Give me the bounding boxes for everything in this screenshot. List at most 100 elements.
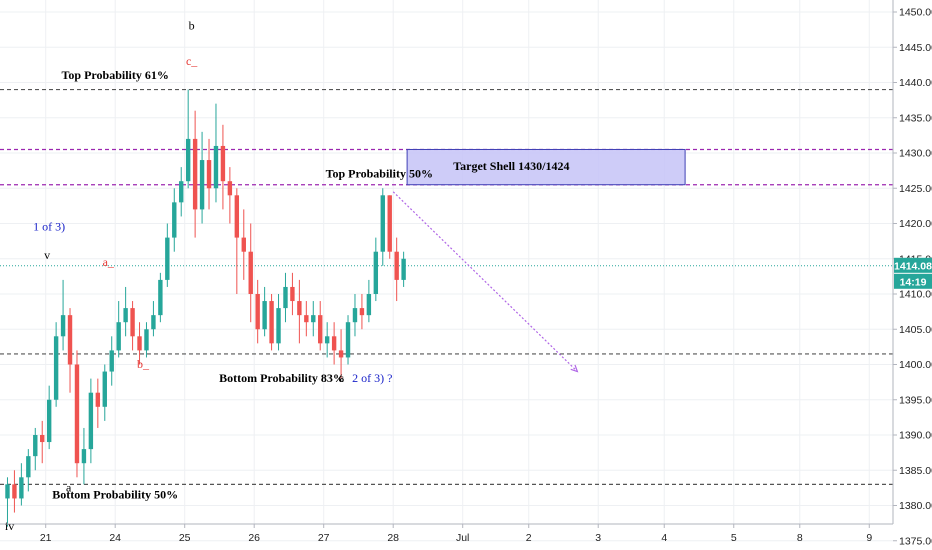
candle-body <box>227 181 233 196</box>
candle <box>130 301 135 351</box>
candle <box>359 294 365 330</box>
candle-body <box>366 294 372 316</box>
candle <box>109 336 114 386</box>
projection-line[interactable] <box>392 191 579 373</box>
target-shell-box[interactable] <box>406 148 686 186</box>
candle-body <box>123 308 128 323</box>
candle <box>401 251 406 287</box>
candle-body <box>53 336 59 400</box>
candle-body <box>109 350 114 372</box>
candle-body <box>394 251 399 280</box>
wave-label: Bottom Probability 50% <box>52 487 178 501</box>
price-tick-label: 1440.00 <box>899 77 932 89</box>
candle-body <box>60 315 66 337</box>
candle <box>12 470 17 513</box>
candle <box>151 301 156 337</box>
candle-body <box>352 308 358 323</box>
candle-body <box>401 258 406 280</box>
candle <box>338 329 344 379</box>
price-tick-label: 1435.00 <box>899 112 932 124</box>
candle-body <box>144 329 149 351</box>
candle-body <box>116 322 121 351</box>
candle <box>185 89 191 189</box>
candle-body <box>81 449 87 464</box>
candle <box>297 279 302 344</box>
wave-label: Top Probability 50% <box>326 167 433 181</box>
candle-body <box>213 145 219 189</box>
candle <box>352 294 358 337</box>
current-price-badges: 1414.08 14:19 <box>894 257 932 289</box>
wave-label: 1 of 3) <box>33 220 65 234</box>
candle <box>102 364 107 421</box>
time-tick-label: Jul <box>456 532 469 544</box>
wave-label: b <box>189 19 195 33</box>
candle <box>206 138 212 210</box>
candle <box>60 279 66 351</box>
candle <box>331 322 337 365</box>
price-tick-label: 1405.00 <box>899 324 932 336</box>
projection-arrowhead <box>570 364 579 373</box>
time-tick-label: 9 <box>866 532 872 544</box>
candle-body <box>276 308 281 344</box>
target-zone[interactable] <box>406 148 686 186</box>
candle-body <box>262 301 267 330</box>
candle-body <box>269 301 274 344</box>
countdown-label: 14:19 <box>900 276 927 288</box>
candle-body <box>324 336 330 344</box>
price-tick-label: 1380.00 <box>899 500 932 512</box>
candle-body <box>33 435 38 457</box>
candle-body <box>234 195 240 238</box>
candle <box>283 272 288 323</box>
candle <box>40 420 45 464</box>
countdown-badge <box>894 273 932 289</box>
candle <box>373 237 379 302</box>
time-tick-label: 8 <box>797 532 803 544</box>
price-tick-label: 1445.00 <box>899 42 932 54</box>
candle <box>19 463 24 506</box>
candle-body <box>172 202 177 238</box>
candle-body <box>158 279 163 316</box>
candle-body <box>283 286 288 309</box>
time-tick-label: 26 <box>248 532 260 544</box>
time-tick-label: 5 <box>731 532 737 544</box>
candle <box>172 188 177 252</box>
horizontal-levels[interactable] <box>0 88 893 485</box>
candle <box>81 427 87 485</box>
candle-body <box>19 477 24 499</box>
grid <box>0 0 893 542</box>
projection-dotted-line[interactable] <box>392 191 578 372</box>
candle <box>95 378 101 428</box>
candle <box>248 223 253 323</box>
candle-body <box>137 336 142 351</box>
candle <box>165 223 170 287</box>
candle-body <box>331 336 337 351</box>
time-tick-label: 27 <box>318 532 330 544</box>
candle <box>5 477 10 527</box>
price-tick-label: 1420.00 <box>899 218 932 230</box>
wave-annotations: Top Probability 61% Top Probability 50% Ta… <box>5 19 570 534</box>
time-tick-label: 28 <box>387 532 399 544</box>
time-axis[interactable]: 21 24 25 26 27 28 Jul 2 3 4 5 8 9 <box>40 524 872 544</box>
candle-body <box>192 138 198 210</box>
candle <box>199 131 205 224</box>
candle <box>241 209 246 280</box>
candle <box>158 272 163 323</box>
candle-body <box>290 286 295 302</box>
wave-label: c <box>338 371 343 385</box>
price-tick-label: 1390.00 <box>899 430 932 442</box>
candle <box>311 301 316 337</box>
candle <box>290 272 295 316</box>
candle <box>262 286 267 337</box>
wave-label: Bottom Probability 83% <box>219 371 345 385</box>
candle-body <box>255 294 260 330</box>
wave-label: Top Probability 61% <box>62 68 169 82</box>
wave-label: v <box>44 248 50 262</box>
time-tick-label: 4 <box>661 532 667 544</box>
candle <box>304 301 309 337</box>
candle-body <box>206 160 212 189</box>
candle <box>394 237 399 302</box>
candle-body <box>88 392 94 450</box>
time-tick-label: 21 <box>40 532 52 544</box>
current-price-badge <box>894 257 932 273</box>
